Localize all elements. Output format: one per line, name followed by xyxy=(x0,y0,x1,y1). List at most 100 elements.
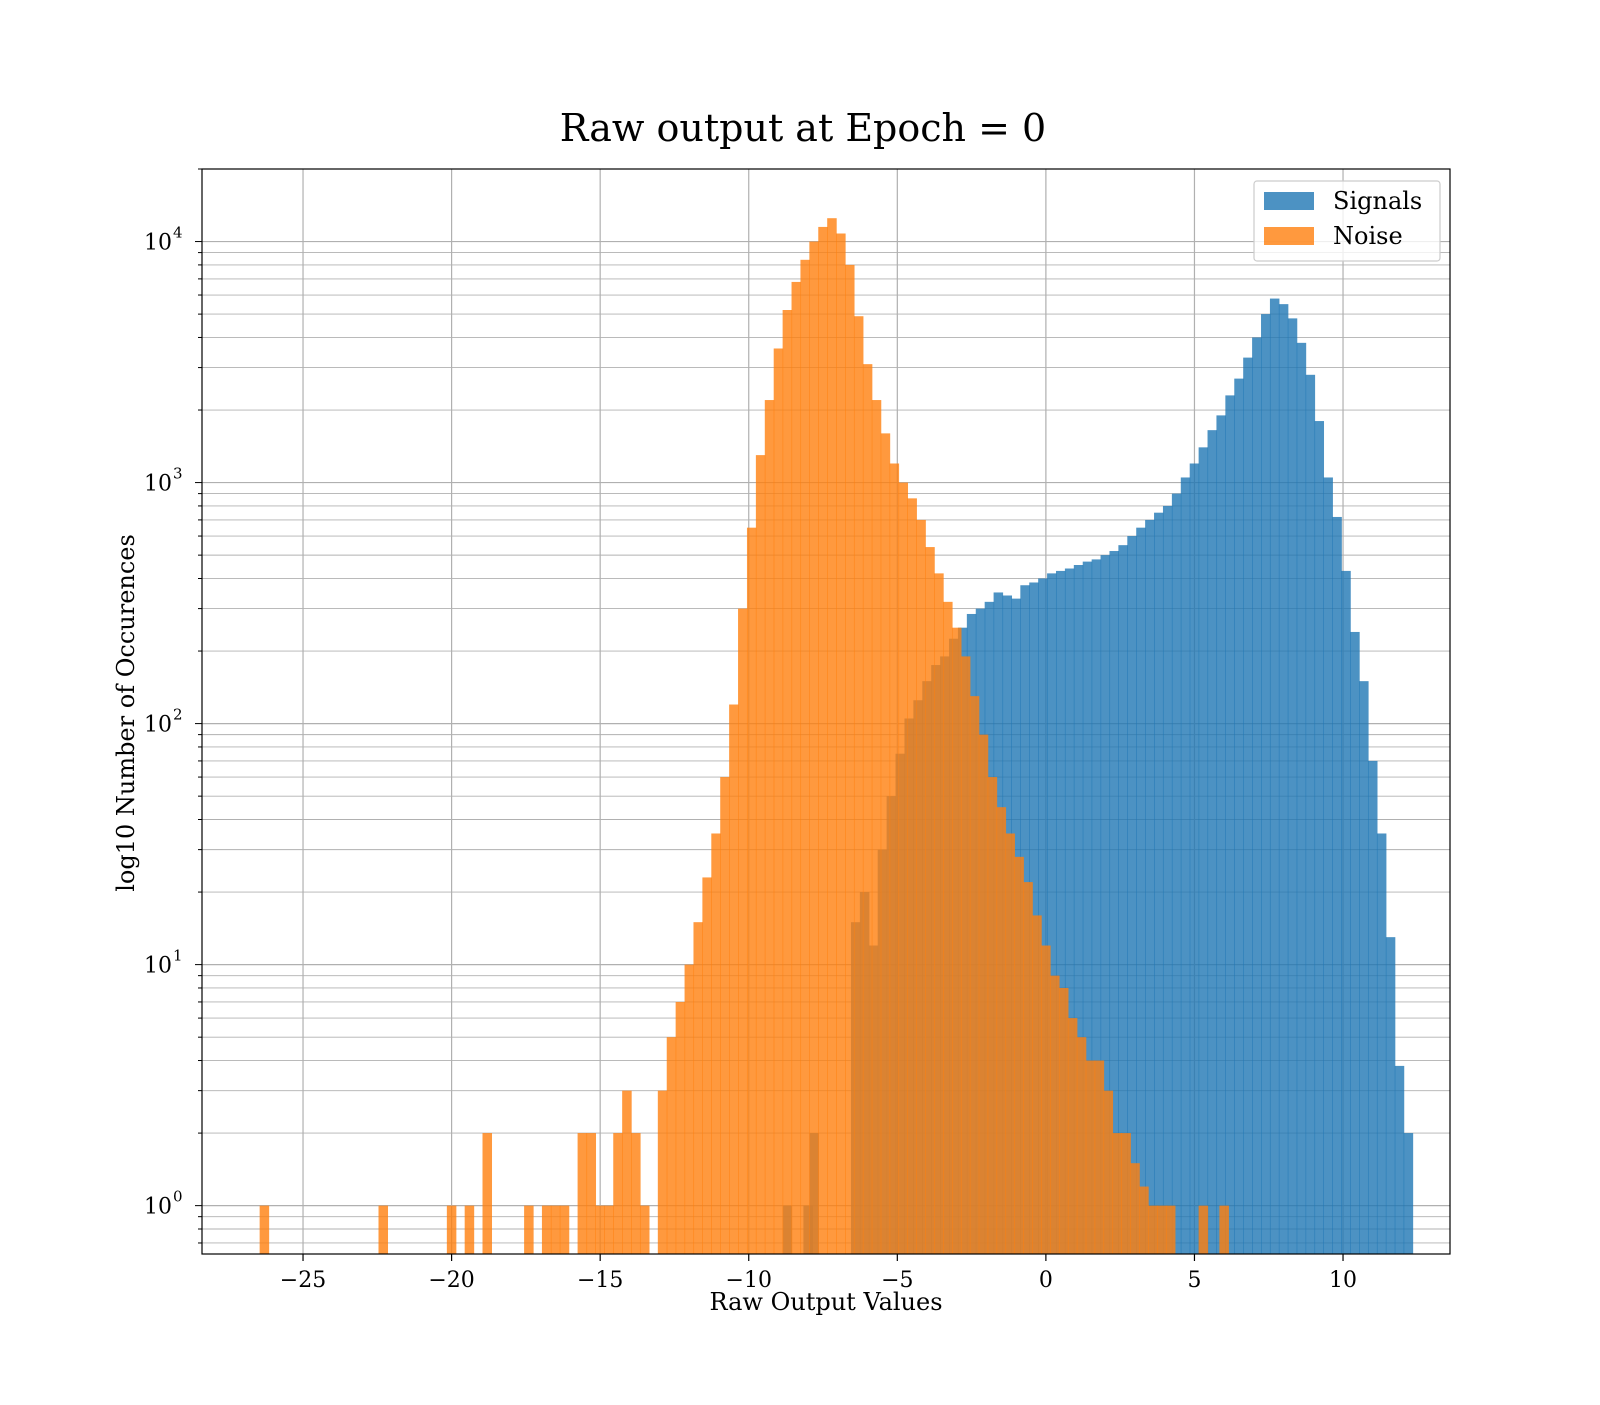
bar-noise xyxy=(613,1133,623,1254)
x-tick-label: −15 xyxy=(577,1268,623,1293)
bar-signals xyxy=(1350,631,1360,1254)
bar-noise xyxy=(764,400,775,1254)
bar-noise xyxy=(853,316,864,1254)
bar-signals xyxy=(1136,527,1146,1254)
bar-signals xyxy=(1278,304,1289,1254)
bar-noise xyxy=(711,833,721,1254)
bar-signals xyxy=(1064,568,1075,1254)
legend-swatch-noise xyxy=(1264,227,1314,245)
legend-swatch-signals xyxy=(1264,192,1314,210)
bar-signals xyxy=(1180,477,1191,1254)
bar-signals xyxy=(1252,337,1262,1254)
bar-signals xyxy=(1171,493,1182,1255)
y-tick-label: 10 xyxy=(144,713,172,738)
bar-signals xyxy=(1243,357,1253,1254)
bar-noise xyxy=(925,547,935,1254)
x-tick-label: 5 xyxy=(1187,1268,1201,1293)
bar-noise xyxy=(916,519,926,1254)
y-axis-label: log10 Number of Occurences xyxy=(112,534,140,892)
y-tick-label: 10 xyxy=(144,954,172,979)
bar-noise xyxy=(800,259,810,1254)
bar-signals xyxy=(1332,516,1342,1254)
bar-noise xyxy=(693,922,703,1254)
bar-noise xyxy=(666,1037,677,1254)
bar-noise xyxy=(524,1205,534,1254)
y-tick-label: 10 xyxy=(144,1195,172,1220)
bar-noise xyxy=(720,777,730,1254)
bar-noise xyxy=(845,264,855,1254)
bar-noise xyxy=(1076,1037,1087,1254)
bar-signals xyxy=(1162,505,1173,1254)
bar-noise xyxy=(684,964,695,1254)
bar-noise xyxy=(622,1090,632,1254)
bar-noise xyxy=(836,233,846,1254)
bar-noise xyxy=(880,433,891,1254)
bar-noise xyxy=(577,1133,588,1254)
bar-noise xyxy=(969,696,980,1254)
x-tick-label: −20 xyxy=(428,1268,474,1293)
bar-noise xyxy=(1014,856,1024,1254)
bar-noise xyxy=(1165,1205,1176,1254)
bar-signals xyxy=(1323,477,1333,1254)
bar-signals xyxy=(1287,318,1298,1255)
bar-noise xyxy=(1148,1205,1158,1254)
bar-noise xyxy=(482,1133,493,1254)
bar-noise xyxy=(943,601,953,1254)
bar-noise xyxy=(702,877,712,1254)
bar-signals xyxy=(1198,447,1209,1254)
bar-signals xyxy=(1038,578,1048,1254)
bar-noise xyxy=(898,482,909,1254)
bar-signals xyxy=(1314,421,1325,1254)
bar-signals xyxy=(1234,378,1244,1254)
bar-noise xyxy=(604,1205,614,1254)
x-tick-label: 0 xyxy=(1039,1268,1053,1293)
series-noise xyxy=(259,218,1229,1255)
bar-signals xyxy=(1189,463,1200,1255)
bar-noise xyxy=(827,218,837,1254)
bar-noise xyxy=(1112,1133,1122,1254)
bar-noise xyxy=(1121,1133,1131,1254)
bar-noise xyxy=(889,463,900,1255)
bar-signals xyxy=(1394,1065,1405,1254)
bar-noise xyxy=(729,704,739,1254)
bar-signals xyxy=(1082,561,1093,1254)
y-tick-exponent: 3 xyxy=(173,465,183,483)
bar-noise xyxy=(1041,945,1051,1254)
bar-noise xyxy=(1130,1163,1140,1254)
chart-title: Raw output at Epoch = 0 xyxy=(560,106,1046,150)
bar-noise xyxy=(259,1205,270,1254)
bar-signals xyxy=(1225,395,1235,1254)
bar-signals xyxy=(1403,1133,1414,1254)
plot-frame xyxy=(201,168,1451,1255)
bar-noise xyxy=(675,1001,686,1254)
bar-noise xyxy=(871,400,882,1254)
bar-signals xyxy=(1296,342,1307,1254)
bar-signals xyxy=(1073,565,1084,1254)
bar-noise xyxy=(559,1205,570,1254)
bar-noise xyxy=(631,1133,641,1254)
y-tick-exponent: 0 xyxy=(173,1188,183,1206)
x-tick-label: −25 xyxy=(280,1268,326,1293)
bar-noise xyxy=(1198,1205,1209,1254)
bar-noise xyxy=(378,1205,389,1254)
bar-noise xyxy=(1139,1186,1149,1254)
x-axis-label: Raw Output Values xyxy=(709,1288,942,1316)
y-tick-exponent: 2 xyxy=(173,706,183,724)
bar-noise xyxy=(951,627,962,1254)
bar-noise xyxy=(657,1090,668,1254)
bar-noise xyxy=(791,281,802,1255)
bar-signals xyxy=(1269,298,1280,1254)
bar-signals xyxy=(1047,573,1057,1254)
histogram-bars xyxy=(259,218,1414,1255)
bar-noise xyxy=(960,656,971,1254)
legend: Signals Noise xyxy=(1253,180,1441,262)
bar-noise xyxy=(541,1205,552,1254)
bar-noise xyxy=(1050,975,1060,1254)
bar-signals xyxy=(1385,937,1396,1254)
bar-noise xyxy=(1023,882,1033,1254)
bar-noise xyxy=(1085,1060,1096,1254)
x-tick-label: −5 xyxy=(881,1268,913,1293)
